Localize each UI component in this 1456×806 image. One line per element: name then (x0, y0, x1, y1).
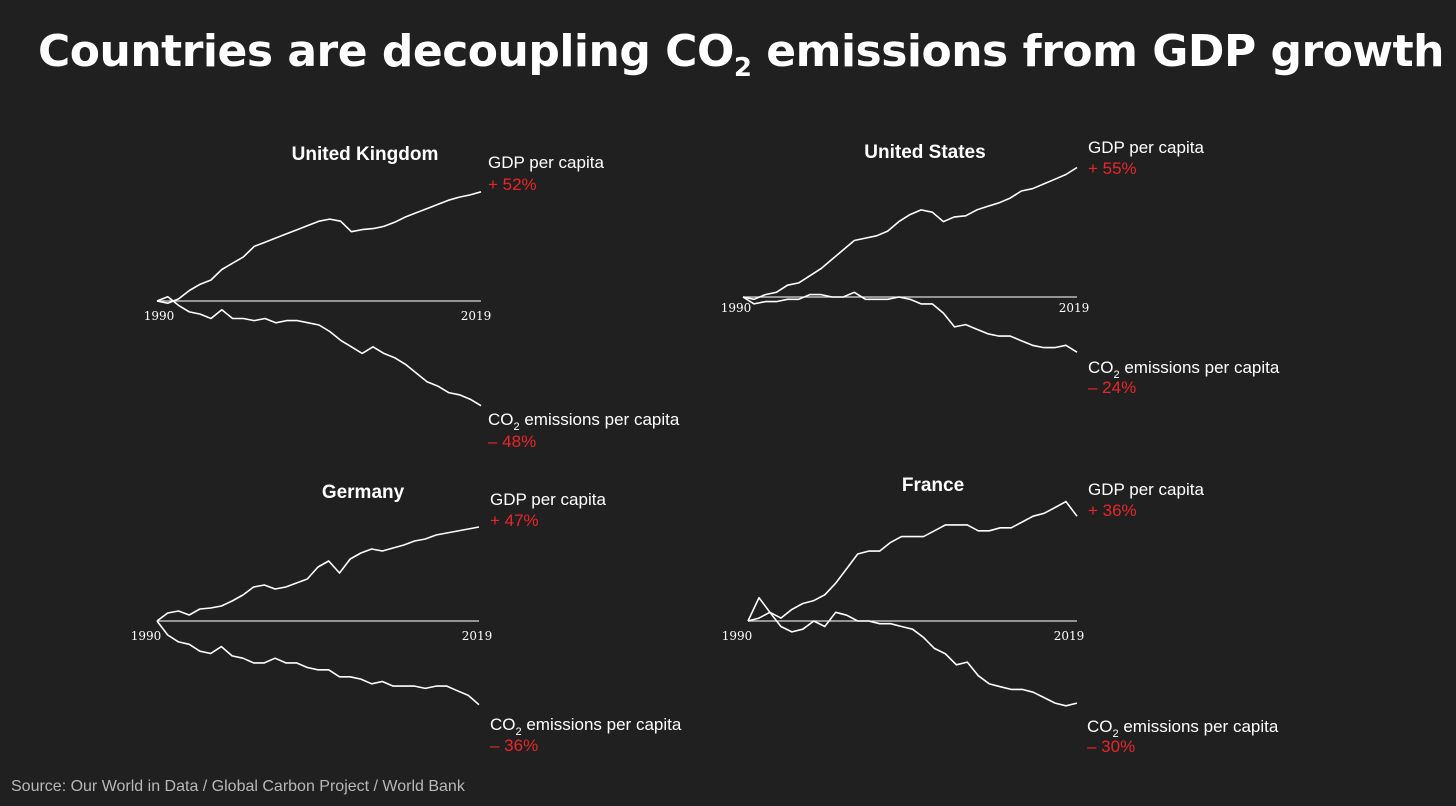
germany-gdp-line (156, 526, 480, 622)
france-year-end: 2019 (1054, 629, 1085, 643)
germany-year-end: 2019 (462, 629, 493, 643)
germany-title: Germany (322, 482, 405, 503)
united-states-gdp-label: GDP per capita (1088, 138, 1204, 157)
france-title: France (902, 475, 964, 496)
united-kingdom-gdp-label: GDP per capita (488, 153, 604, 172)
united-kingdom-year-end: 2019 (461, 309, 492, 323)
united-kingdom-year-start: 1990 (144, 309, 175, 323)
france-co2-change: – 30% (1087, 737, 1135, 756)
france-co2-label: CO2 emissions per capita (1087, 717, 1279, 740)
united-states-gdp-line (742, 166, 1078, 301)
germany-gdp-label: GDP per capita (490, 490, 606, 509)
united-states-title: United States (864, 142, 985, 163)
france-gdp-line (747, 500, 1078, 622)
germany-gdp-change: + 47% (490, 511, 539, 530)
france-gdp-label: GDP per capita (1088, 480, 1204, 499)
united-states-co2-label: CO2 emissions per capita (1088, 358, 1280, 381)
france-year-start: 1990 (722, 629, 753, 643)
germany-year-start: 1990 (131, 629, 162, 643)
united-kingdom-title: United Kingdom (292, 144, 439, 165)
germany-co2-label: CO2 emissions per capita (490, 715, 682, 738)
united-kingdom-gdp-line (156, 191, 482, 305)
united-kingdom-gdp-change: + 52% (488, 175, 537, 194)
source-note: Source: Our World in Data / Global Carbo… (11, 778, 465, 795)
france-gdp-change: + 36% (1088, 501, 1137, 520)
united-kingdom-co2-change: – 48% (488, 432, 536, 451)
united-states-gdp-change: + 55% (1088, 159, 1137, 178)
united-kingdom-co2-label: CO2 emissions per capita (488, 410, 680, 433)
united-states-year-start: 1990 (721, 301, 752, 315)
united-states-year-end: 2019 (1059, 301, 1090, 315)
united-states-co2-change: – 24% (1088, 378, 1136, 397)
germany-co2-change: – 36% (490, 736, 538, 755)
united-kingdom-co2-line (156, 295, 482, 407)
united-states-co2-line (742, 291, 1078, 353)
france-co2-line (747, 596, 1078, 707)
page-title: Countries are decoupling CO2 emissions f… (38, 26, 1444, 83)
germany-co2-line (156, 620, 480, 706)
